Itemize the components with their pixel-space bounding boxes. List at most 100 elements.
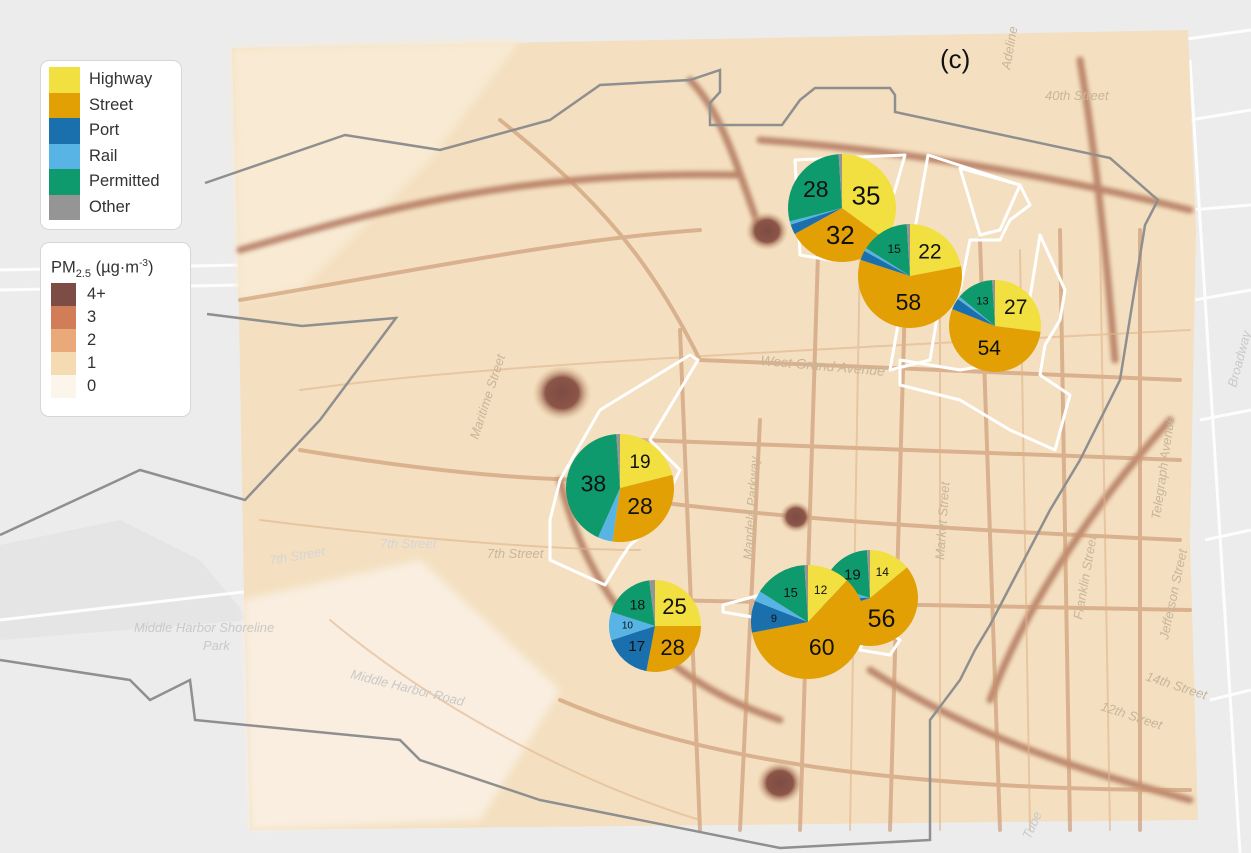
pie-b-slice-permitted xyxy=(866,224,910,276)
legend-swatch-rail xyxy=(49,143,80,169)
legend-swatch-highway xyxy=(49,67,80,93)
label-40th-street: 40th Street xyxy=(1045,88,1110,103)
label-mandela-parkway: Mandela Parkway xyxy=(740,455,762,561)
pie-a-label-permitted: 28 xyxy=(803,176,829,202)
label-middle-harbor-shoreline: Middle Harbor Shoreline xyxy=(134,620,274,635)
pie-a-slice-other xyxy=(838,154,842,208)
pie-a-slice-permitted xyxy=(788,154,842,222)
pie-c-slice-other xyxy=(992,280,995,326)
pie-e-slice-street xyxy=(646,626,701,673)
pie-b-slice-other xyxy=(906,224,910,276)
legend-item-rail: Rail xyxy=(49,143,173,169)
pie-g-label-permitted: 15 xyxy=(783,585,797,600)
pie-d-label-highway: 19 xyxy=(629,452,650,473)
legend-swatch-street xyxy=(49,92,80,118)
pie-f-label-street: 56 xyxy=(868,605,896,633)
pie-a-slice-highway xyxy=(842,154,896,240)
pie-c-label-permitted: 13 xyxy=(976,295,988,307)
pie-d-slice-other xyxy=(616,434,620,488)
pm-swatch-2 xyxy=(51,329,76,352)
pie-g-label-street: 60 xyxy=(809,634,835,660)
pie-d-label-street: 28 xyxy=(627,493,653,519)
pie-b-slice-street xyxy=(858,259,962,329)
pie-e-chart: 25 28 17 10 18 xyxy=(609,580,701,673)
pm-hotspots xyxy=(532,211,813,805)
pie-b-slice-rail xyxy=(864,248,910,276)
pm-legend-item-4plus: 4+ xyxy=(51,283,180,306)
pie-g-slice-permitted xyxy=(759,565,808,622)
pie-g-label-port: 9 xyxy=(771,613,777,625)
legend-item-port: Port xyxy=(49,118,173,144)
pm-label-0: 0 xyxy=(87,377,97,395)
pie-d-chart: 19 28 38 xyxy=(565,434,675,542)
pm-label-2: 2 xyxy=(87,331,97,349)
pm25-legend-title: PM2.5 (µg·m-3) xyxy=(51,258,154,280)
pie-g-label-highway: 12 xyxy=(814,583,828,597)
pm-swatch-4plus xyxy=(51,283,76,306)
pie-c-slice-highway xyxy=(995,280,1041,332)
pie-f-slice-other xyxy=(866,550,870,598)
pm-label-4plus: 4+ xyxy=(87,285,106,303)
pie-b-label-highway: 22 xyxy=(918,240,941,263)
pm-legend-item-1: 1 xyxy=(51,352,180,375)
pm25-legend: PM2.5 (µg·m-3) 4+ 3 2 1 0 xyxy=(41,243,190,416)
pm-swatch-1 xyxy=(51,352,76,375)
pie-a-label-highway: 35 xyxy=(852,181,881,211)
pie-e-label-street: 28 xyxy=(660,635,684,660)
low-concentration-southwest xyxy=(244,560,560,830)
source-legend: Highway Street Port Rail Permitted Other xyxy=(41,61,181,229)
panel-label: (c) xyxy=(940,44,971,74)
pm-legend-item-3: 3 xyxy=(51,306,180,329)
legend-label-rail: Rail xyxy=(89,146,118,165)
legend-item-permitted: Permitted xyxy=(49,169,173,195)
pie-e-label-port: 17 xyxy=(628,638,645,655)
pie-d-slice-rail xyxy=(598,488,620,542)
pm-legend-item-2: 2 xyxy=(51,329,180,352)
pie-a-slice-port xyxy=(790,208,842,235)
pie-a-slice-rail xyxy=(789,208,842,225)
pie-d-slice-permitted xyxy=(565,434,620,538)
pie-d-label-permitted: 38 xyxy=(581,470,607,496)
pie-d-slice-street xyxy=(612,474,675,542)
pie-e-label-highway: 25 xyxy=(662,594,686,619)
pie-g-slice-street xyxy=(752,580,865,680)
water-area xyxy=(0,520,250,640)
pie-g-slice-highway xyxy=(808,565,848,622)
pm-swatch-0 xyxy=(51,375,76,398)
legend-label-highway: Highway xyxy=(89,70,153,89)
legend-swatch-permitted xyxy=(49,169,80,195)
pie-b-label-permitted: 15 xyxy=(887,242,901,256)
label-7th-street-3: 7th Street xyxy=(487,546,545,561)
pie-b-slice-highway xyxy=(910,224,962,276)
pie-c-slice-rail xyxy=(957,296,995,326)
pie-e-label-rail: 10 xyxy=(622,621,634,632)
legend-swatch-port xyxy=(49,118,80,144)
legend-item-highway: Highway xyxy=(49,67,173,93)
pie-e-label-permitted: 18 xyxy=(630,597,646,613)
pie-g-slice-rail xyxy=(755,591,808,622)
legend-label-port: Port xyxy=(89,121,120,140)
label-park: Park xyxy=(203,638,231,653)
pie-f-label-highway: 14 xyxy=(876,565,890,579)
community-boundary-west xyxy=(0,312,399,537)
pie-c-slice-street xyxy=(949,309,1041,372)
legend-item-street: Street xyxy=(49,92,173,118)
legend-label-permitted: Permitted xyxy=(89,172,160,191)
pie-c-slice-permitted xyxy=(959,280,995,326)
pie-a-label-street: 32 xyxy=(826,220,855,250)
pm-label-1: 1 xyxy=(87,354,97,372)
pie-f-label-permitted: 19 xyxy=(844,567,861,584)
legend-label-street: Street xyxy=(89,95,134,114)
pie-f-slice-highway xyxy=(870,550,907,598)
pm-swatch-3 xyxy=(51,306,76,329)
pie-e-slice-highway xyxy=(655,580,701,626)
pie-b-label-street: 58 xyxy=(896,289,922,315)
pie-g-chart: 12 60 9 15 xyxy=(751,565,865,680)
pie-b-chart: 22 58 15 xyxy=(858,224,962,329)
pie-c-label-street: 54 xyxy=(978,337,1002,360)
pie-c-label-highway: 27 xyxy=(1004,296,1027,319)
community-boundary xyxy=(0,68,1160,850)
pm-label-3: 3 xyxy=(87,308,97,326)
